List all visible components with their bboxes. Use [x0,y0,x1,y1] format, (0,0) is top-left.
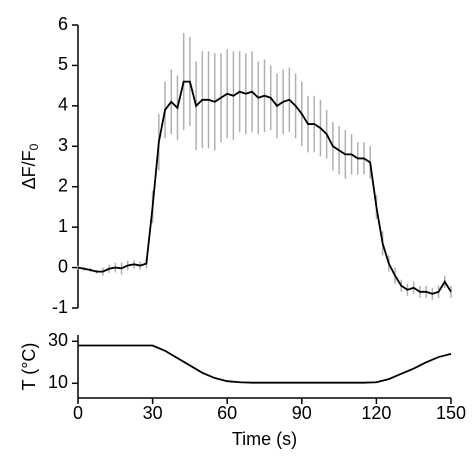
x-tick-label: 150 [436,403,466,423]
y-axis-label-text: ΔF/F [19,150,39,189]
y-tick-label: 6 [58,14,68,34]
y-axis-label-subscript: 0 [27,143,41,150]
y-axis-label-text: T (°C) [19,343,39,391]
x-tick-label: 90 [292,403,312,423]
x-tick-label: 60 [217,403,237,423]
y-tick-label: 3 [58,135,68,155]
y-tick-label: 1 [58,216,68,236]
data-line [78,344,452,384]
y-tick-label: 5 [58,54,68,74]
y-tick-label: 10 [48,372,68,392]
x-tick-label: 30 [143,403,163,423]
y-tick-label: -1 [52,297,68,317]
y-axis-label: T (°C) [19,343,39,391]
x-tick-label: 120 [361,403,391,423]
y-tick-label: 4 [58,95,68,115]
x-tick-label: 0 [73,403,83,423]
x-axis-label: Time (s) [232,429,297,449]
y-tick-label: 30 [48,330,68,350]
y-tick-label: 2 [58,175,68,195]
y-axis-label: ΔF/F0 [19,143,41,189]
y-tick-label: 0 [58,256,68,276]
data-line [77,80,452,295]
